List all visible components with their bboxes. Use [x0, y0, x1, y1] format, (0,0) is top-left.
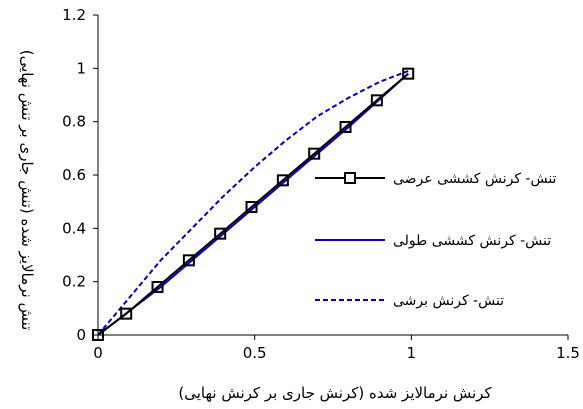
series-1-point — [339, 121, 352, 133]
series-group — [92, 67, 415, 341]
legend-label-2: تنش- کرنش کششی طولی — [393, 233, 551, 249]
y-tick-label: 0.8 — [62, 113, 86, 131]
x-tick-label: 1.5 — [556, 344, 580, 362]
tick-labels: 0 0.5 1 1.5 0 0.2 0.4 0.6 0.8 1 1.2 — [62, 6, 580, 362]
series-1-point — [308, 147, 321, 160]
x-tick-label: 1 — [407, 344, 417, 362]
series-1-point — [402, 67, 415, 80]
series-line-3 — [97, 70, 409, 336]
x-axis-label: کرنش نرمالایز شده (کرنش جاری بر کرنش نها… — [178, 384, 492, 402]
y-tick-label: 0 — [76, 326, 86, 344]
legend-marker-1 — [344, 172, 356, 184]
x-tick-label: 0.5 — [243, 344, 267, 362]
series-1-point — [120, 307, 133, 320]
y-tick-label: 0.2 — [62, 273, 86, 291]
series-line-2 — [97, 72, 409, 336]
series-1-point — [151, 281, 164, 293]
legend-label-3: تنش- کرنش برشی — [393, 293, 504, 309]
y-tick-label: 0.6 — [62, 166, 86, 184]
legend: تنش- کرنش کششی عرضی تنش- کرنش کششی طولی تن… — [315, 171, 557, 309]
x-tick-label: 0 — [93, 344, 103, 362]
series-1-point — [276, 174, 289, 187]
y-tick-label: 0.4 — [62, 219, 86, 237]
series-1-point — [245, 201, 258, 213]
series-line-1 — [97, 72, 409, 336]
y-tick-label: 1.2 — [62, 6, 86, 24]
y-tick-label: 1 — [76, 59, 86, 77]
series-1-point — [214, 227, 227, 240]
series-1-point — [182, 254, 195, 267]
legend-label-1: تنش- کرنش کششی عرضی — [393, 171, 557, 187]
y-axis-label: تنش نرمالایز شده (تنش جاری بر تنش نهایی) — [18, 50, 36, 331]
series-1-point — [92, 329, 104, 341]
tick-marks — [93, 14, 569, 340]
series-1-point — [370, 94, 383, 107]
